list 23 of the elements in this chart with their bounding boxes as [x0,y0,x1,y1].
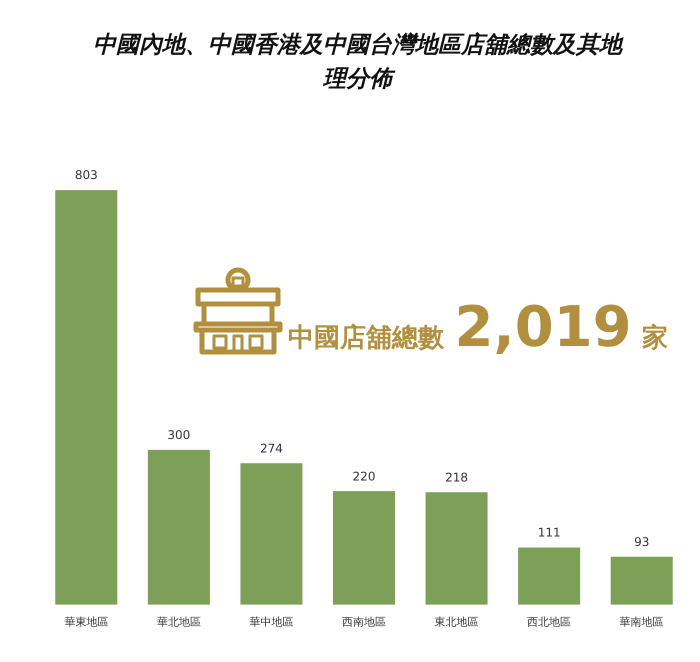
bar [518,547,580,605]
data-label: 274 [260,441,283,456]
bar [240,463,302,605]
x-tick-label: 西南地區 [342,615,386,628]
x-tick-label: 東北地區 [434,615,479,628]
annotation: 中國店舖總數 2,019 家 [288,295,668,360]
bar [426,492,488,605]
x-tick-label: 華北地區 [156,615,201,628]
data-label: 93 [634,534,650,549]
data-label: 218 [445,470,468,484]
chart-title: 中國內地、中國香港及中國台灣地區店舖總數及其地理分佈 [92,31,624,93]
bar [610,556,673,605]
x-tick-label: 華南地區 [620,615,664,628]
data-label: 803 [74,168,98,182]
data-label: 220 [352,469,376,484]
bar [148,450,210,605]
bar [55,190,118,605]
bar [332,491,396,605]
data-label: 111 [538,526,561,540]
data-label: 300 [167,428,190,442]
x-tick-label: 西北地區 [527,615,572,628]
x-tick-label: 華東地區 [64,615,108,628]
x-tick-label: 華中地區 [249,615,294,628]
